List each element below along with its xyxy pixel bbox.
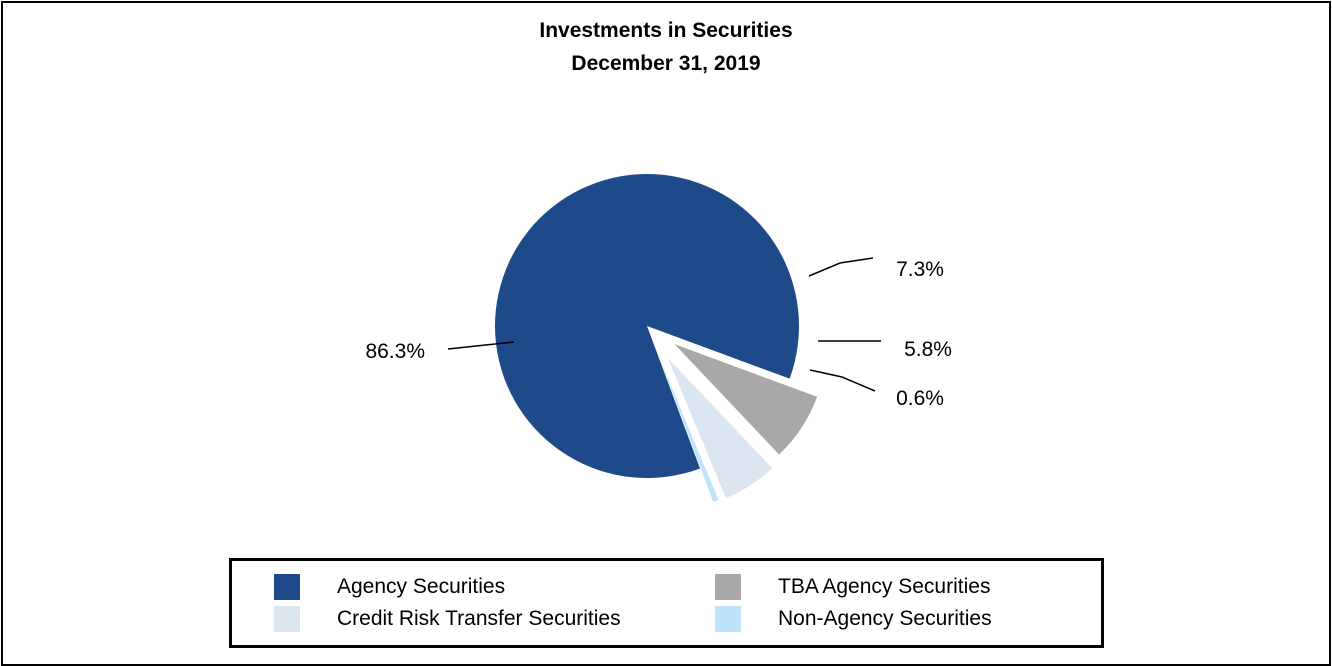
chart-subtitle: December 31, 2019	[571, 52, 761, 75]
pie-slice-tba	[674, 344, 818, 455]
legend-label-tba: TBA Agency Securities	[778, 575, 991, 598]
pie-slice-crt	[667, 357, 773, 499]
pie-slice-non-agency	[660, 359, 719, 502]
legend-swatch-tba	[715, 574, 741, 600]
data-label-tba: 7.3%	[896, 258, 944, 281]
chart-title: Investments in Securities	[539, 19, 793, 42]
data-label-agency: 86.3%	[365, 340, 425, 363]
legend-label-agency: Agency Securities	[337, 575, 506, 598]
legend-label-non-agency: Non-Agency Securities	[778, 607, 992, 630]
data-label-non-agency: 0.6%	[896, 387, 944, 410]
legend-label-crt: Credit Risk Transfer Securities	[337, 607, 621, 630]
pie-chart: 86.3% 7.3% 5.8% 0.6%	[365, 174, 952, 502]
data-label-crt: 5.8%	[904, 338, 952, 361]
legend-swatch-crt	[274, 606, 300, 632]
legend-swatch-non-agency	[715, 606, 741, 632]
legend: Agency Securities TBA Agency Securities …	[229, 558, 1104, 648]
leader-line-non-agency	[809, 369, 876, 392]
pie-slice-agency	[494, 174, 799, 479]
leader-line-tba	[808, 257, 874, 277]
legend-swatch-agency	[274, 574, 300, 600]
leader-line-agency	[447, 341, 515, 350]
